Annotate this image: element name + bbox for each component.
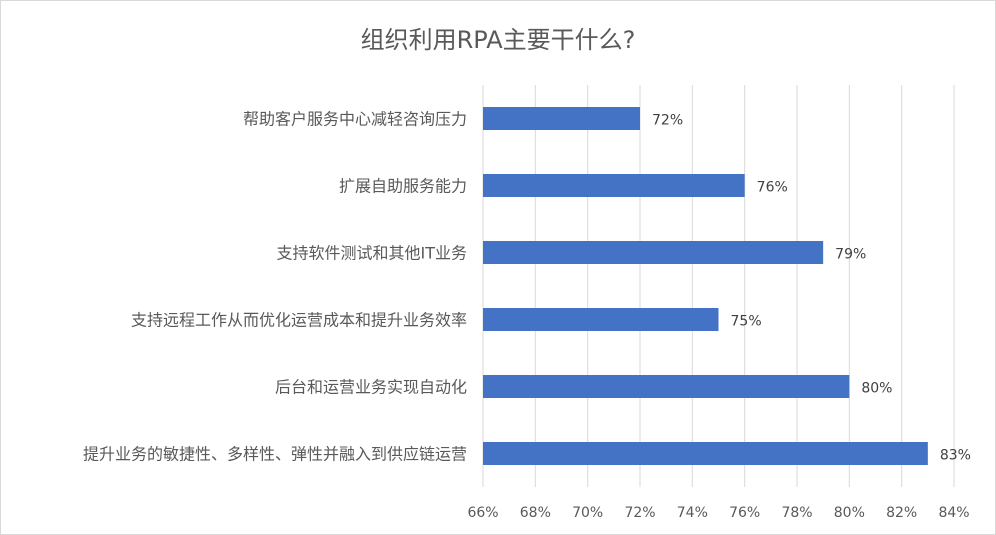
category-label: 支持远程工作从而优化运营成本和提升业务效率 (131, 311, 467, 330)
bar (483, 442, 928, 465)
gridlines (482, 85, 955, 487)
x-tick-label: 76% (729, 505, 760, 521)
bar (483, 107, 640, 130)
category-label: 帮助客户服务中心减轻咨询压力 (243, 110, 467, 129)
bar (483, 174, 745, 197)
x-tick-label: 74% (677, 505, 708, 521)
data-label: 72% (652, 113, 683, 129)
x-tick-label: 78% (781, 505, 812, 521)
data-label: 75% (731, 314, 762, 330)
x-tick-label: 80% (834, 505, 865, 521)
data-labels: 72% 76% 79% 75% 80% 83% (652, 113, 971, 464)
x-axis-tick-labels: 66% 68% 70% 72% 74% 76% 78% 80% 82% 84% (467, 505, 969, 521)
x-tick-label: 84% (938, 505, 969, 521)
data-label: 76% (757, 180, 788, 196)
category-label: 后台和运营业务实现自动化 (275, 378, 467, 397)
x-tick-label: 82% (886, 505, 917, 521)
x-tick-label: 68% (520, 505, 551, 521)
bar (483, 375, 850, 398)
category-label: 提升业务的敏捷性、多样性、弹性并融入到供应链运营 (83, 445, 467, 464)
data-label: 79% (835, 247, 866, 263)
bar (483, 308, 719, 331)
category-label: 扩展自助服务能力 (339, 177, 467, 196)
x-tick-label: 70% (572, 505, 603, 521)
x-tick-label: 66% (467, 505, 498, 521)
x-tick-label: 72% (624, 505, 655, 521)
bar (483, 241, 824, 264)
bars (483, 107, 928, 465)
category-label: 支持软件测试和其他IT业务 (277, 244, 468, 263)
data-label: 80% (861, 381, 892, 397)
category-labels: 帮助客户服务中心减轻咨询压力扩展自助服务能力支持软件测试和其他IT业务支持远程工… (83, 110, 467, 464)
data-label: 83% (940, 448, 971, 464)
chart-title: 组织利用RPA主要干什么? (361, 26, 636, 54)
